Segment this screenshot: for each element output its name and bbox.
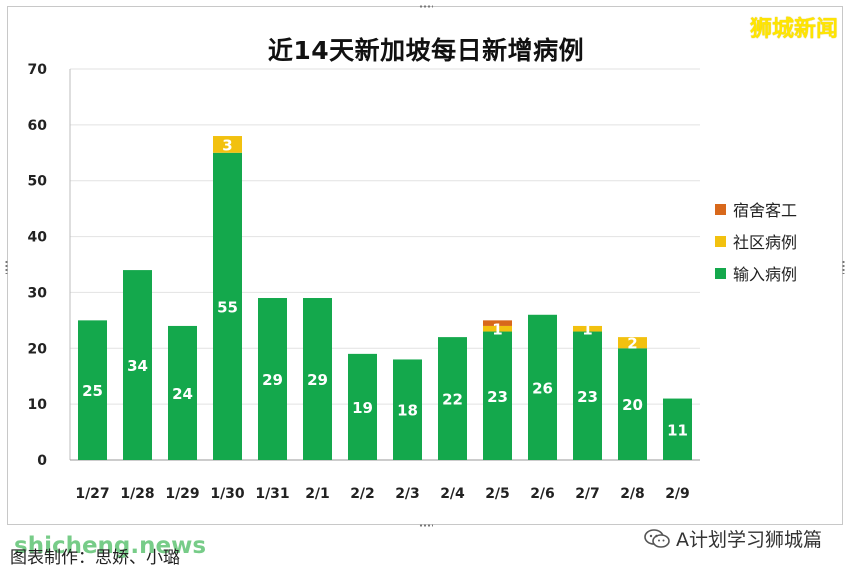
y-tick-label: 30 bbox=[28, 285, 48, 301]
legend-label: 输入病例 bbox=[733, 265, 797, 284]
data-label: 22 bbox=[442, 391, 463, 409]
x-tick-label: 1/30 bbox=[210, 486, 245, 502]
y-tick-label: 0 bbox=[37, 453, 47, 469]
x-tick-label: 2/6 bbox=[530, 486, 555, 502]
x-tick-label: 1/31 bbox=[255, 486, 289, 502]
data-label: 23 bbox=[487, 388, 508, 406]
credit-text: 图表制作：思娇、小璐 bbox=[10, 548, 180, 568]
data-label: 20 bbox=[622, 396, 643, 414]
bar-segment bbox=[483, 320, 512, 326]
wechat-icon bbox=[644, 528, 670, 549]
bar-segment bbox=[618, 337, 647, 349]
resize-handle-bottom[interactable] bbox=[419, 523, 433, 528]
bar-segment bbox=[348, 353, 377, 460]
data-label: 34 bbox=[127, 357, 148, 375]
data-label: 11 bbox=[667, 421, 688, 439]
x-tick-label: 1/28 bbox=[120, 486, 154, 502]
bar-segment bbox=[303, 298, 332, 460]
data-label: 1 bbox=[582, 321, 592, 339]
legend-label: 社区病例 bbox=[733, 233, 797, 252]
legend-swatch bbox=[715, 204, 726, 215]
bar-segment bbox=[258, 298, 287, 460]
data-label: 29 bbox=[262, 371, 283, 389]
bar-segment bbox=[663, 398, 692, 460]
data-label: 25 bbox=[82, 382, 103, 400]
x-tick-label: 1/29 bbox=[165, 486, 199, 502]
bar-segment bbox=[213, 152, 242, 461]
bar-segment bbox=[618, 348, 647, 460]
y-tick-label: 40 bbox=[28, 230, 48, 246]
resize-handle-top[interactable] bbox=[419, 4, 433, 9]
x-tick-label: 2/9 bbox=[665, 486, 690, 502]
site-watermark: shicheng.news bbox=[14, 533, 207, 559]
bar-segment bbox=[438, 337, 467, 460]
data-label: 24 bbox=[172, 385, 193, 403]
x-tick-label: 2/8 bbox=[620, 486, 645, 502]
resize-handle-left[interactable] bbox=[4, 260, 9, 274]
x-tick-label: 2/5 bbox=[485, 486, 510, 502]
data-label: 19 bbox=[352, 399, 373, 417]
y-tick-label: 20 bbox=[28, 341, 48, 357]
bar-segment bbox=[573, 325, 602, 332]
data-label: 3 bbox=[222, 136, 232, 154]
x-tick-label: 2/3 bbox=[395, 486, 420, 502]
x-tick-label: 2/1 bbox=[305, 486, 330, 502]
bar-segment bbox=[528, 314, 557, 460]
account-name: A计划学习狮城篇 bbox=[676, 529, 822, 551]
data-label: 29 bbox=[307, 371, 328, 389]
data-label: 18 bbox=[397, 402, 418, 420]
y-tick-label: 70 bbox=[28, 62, 48, 78]
data-labels: 25 34 24 55 3 29 29 19 18 22 23 1 26 23 1 20 2 11 bbox=[82, 136, 688, 439]
grid-lines bbox=[70, 68, 700, 405]
bar-segment bbox=[213, 136, 242, 153]
bar-segment bbox=[78, 320, 107, 460]
y-tick-label: 10 bbox=[28, 397, 48, 413]
legend-swatch bbox=[715, 268, 726, 279]
bar-segment bbox=[483, 331, 512, 460]
data-label: 23 bbox=[577, 388, 598, 406]
bar-segment bbox=[573, 331, 602, 460]
bar-segment bbox=[393, 359, 422, 460]
account-watermark: A计划学习狮城篇 bbox=[644, 525, 822, 552]
x-tick-label: 1/27 bbox=[75, 486, 109, 502]
brand-logo-text: 狮城新闻 bbox=[749, 17, 838, 42]
x-tick-label: 2/7 bbox=[575, 486, 600, 502]
bar-segment bbox=[168, 325, 197, 460]
bar-segment bbox=[483, 325, 512, 332]
x-tick-label: 2/4 bbox=[440, 486, 465, 502]
data-label: 55 bbox=[217, 298, 238, 316]
chart-title: 近14天新加坡每日新增病例 bbox=[267, 36, 585, 65]
legend-label: 宿舍客工 bbox=[733, 201, 797, 220]
x-tick-label: 2/2 bbox=[350, 486, 375, 502]
data-label: 1 bbox=[492, 321, 502, 339]
y-tick-label: 50 bbox=[28, 174, 48, 190]
data-label: 26 bbox=[532, 379, 553, 397]
legend-swatch bbox=[715, 236, 726, 247]
resize-handle-right[interactable] bbox=[841, 260, 846, 274]
bars bbox=[78, 136, 692, 461]
data-label: 2 bbox=[627, 335, 637, 353]
bar-segment bbox=[123, 270, 152, 460]
y-tick-label: 60 bbox=[28, 118, 48, 134]
